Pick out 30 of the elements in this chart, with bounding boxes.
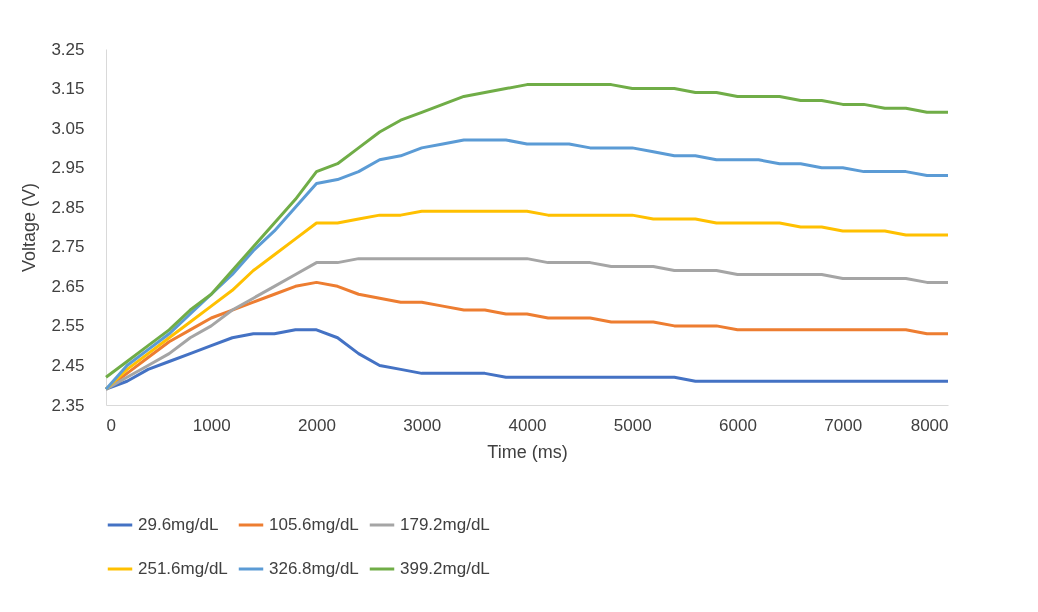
y-tick-label: 3.25 (51, 39, 85, 59)
y-tick-label: 2.75 (51, 237, 85, 257)
line-series (104, 138, 950, 391)
x-tick-label: 1000 (192, 415, 231, 435)
x-tick-label: 7000 (824, 415, 863, 435)
y-tick-label: 2.65 (51, 276, 85, 296)
x-tick-label: 4000 (508, 415, 547, 435)
y-tick-label: 2.35 (51, 395, 85, 415)
x-tick-label: 6000 (719, 415, 757, 435)
legend-label: 251.6mg/dL (138, 559, 228, 578)
x-tick-label: 8000 (910, 415, 949, 435)
x-tick-label: 5000 (613, 415, 652, 435)
y-tick-label: 2.45 (51, 355, 85, 375)
x-axis-title: Time (ms) (487, 441, 568, 462)
y-tick-label: 2.55 (51, 316, 85, 336)
x-tick-label: 2000 (298, 415, 336, 435)
line-series (104, 83, 950, 379)
legend-label: 399.2mg/dL (400, 559, 490, 578)
line-series (104, 328, 950, 391)
legend-label: 179.2mg/dL (400, 515, 490, 534)
legend-label: 105.6mg/dL (269, 515, 359, 534)
legend-label: 326.8mg/dL (269, 559, 359, 578)
y-tick-label: 3.05 (51, 118, 85, 138)
y-tick-label: 2.85 (51, 197, 85, 217)
legend-label: 29.6mg/dL (138, 515, 219, 534)
y-tick-label: 3.15 (51, 79, 85, 99)
x-tick-label: 0 (106, 415, 116, 435)
y-tick-label: 2.95 (51, 158, 85, 178)
x-tick-label: 3000 (403, 415, 442, 435)
y-axis-title: Voltage (V) (19, 182, 40, 273)
